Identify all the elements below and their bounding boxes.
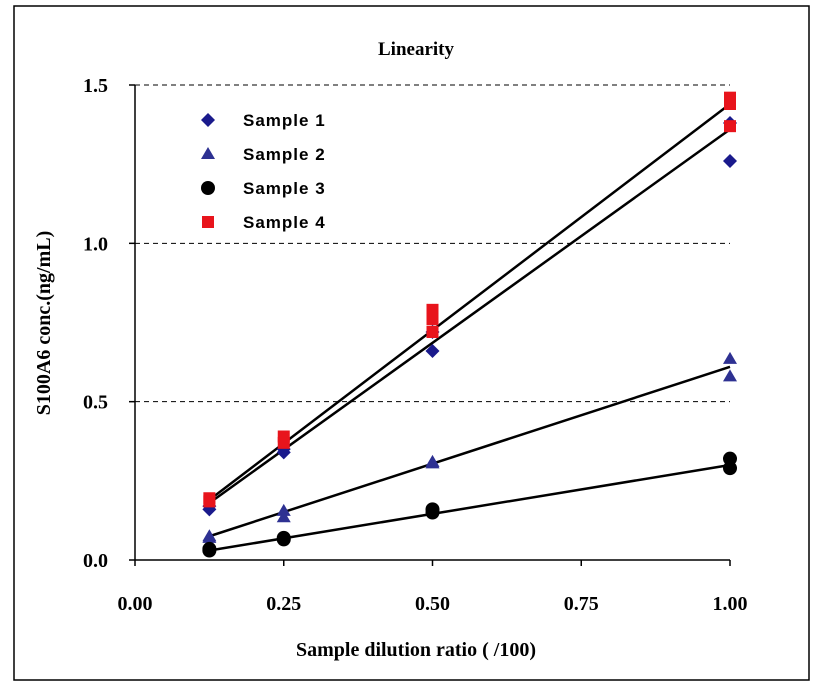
legend-marker-sample-4 [202, 216, 214, 228]
tick-labels: 0.0 0.5 1.0 1.5 0.00 0.25 0.50 0.75 1.00 [83, 75, 748, 615]
point-sample-3-1 [202, 543, 217, 558]
x-tick-label-2: 0.50 [415, 593, 450, 615]
data-points [202, 91, 737, 558]
point-sample-3-5 [425, 505, 440, 520]
legend-label-sample-4: Sample 4 [243, 213, 326, 232]
y-tick-label-1: 0.5 [83, 392, 108, 414]
x-tick-label-3: 0.75 [564, 593, 599, 615]
point-sample-4-9 [724, 120, 736, 133]
point-sample-2-5 [425, 456, 440, 469]
y-axis-label: S100A6 conc.(ng/mL) [33, 231, 55, 415]
legend-marker-sample-2 [201, 147, 215, 159]
point-sample-2-2 [276, 503, 291, 516]
point-sample-4-5 [426, 313, 439, 326]
point-sample-4-6 [426, 326, 439, 338]
point-sample-3-7 [723, 461, 737, 476]
gridlines [135, 84, 730, 403]
point-sample-4-4 [426, 303, 439, 316]
point-sample-2-1 [202, 530, 217, 543]
point-sample-2-7 [723, 369, 737, 382]
fit-line-sample-3 [209, 463, 731, 552]
legend-marker-sample-1 [201, 113, 215, 127]
point-sample-4-3 [277, 436, 290, 449]
x-tick-label-4: 1.00 [713, 593, 748, 615]
legend-marker-sample-3 [201, 181, 215, 195]
y-tick-label-3: 1.5 [83, 75, 108, 97]
chart-frame [13, 5, 810, 681]
legend-label-sample-1: Sample 1 [243, 111, 326, 130]
fit-line-sample-4 [208, 103, 731, 501]
fit-line-sample-2 [208, 365, 731, 538]
fit-lines [208, 103, 731, 552]
x-axis-label: Sample dilution ratio ( /100) [296, 639, 536, 661]
axes [129, 84, 731, 566]
point-sample-2-3 [276, 510, 291, 523]
fit-line-sample-1 [208, 128, 731, 505]
point-sample-4-8 [724, 98, 736, 110]
chart-title: Linearity [378, 39, 454, 60]
y-tick-label-2: 1.0 [83, 233, 108, 255]
point-sample-2-6 [723, 351, 737, 364]
y-tick-label-0: 0.0 [83, 550, 108, 572]
legend-label-sample-2: Sample 2 [243, 145, 326, 164]
point-sample-4-1 [203, 495, 216, 508]
legend: Sample 1 Sample 2 Sample 3 Sample 4 [201, 111, 326, 232]
legend-label-sample-3: Sample 3 [243, 179, 326, 198]
x-tick-label-0: 0.00 [118, 593, 153, 615]
point-sample-3-3 [276, 532, 291, 547]
point-sample-1-7 [723, 154, 737, 168]
x-tick-label-1: 0.25 [266, 593, 301, 615]
point-sample-1-5 [425, 344, 440, 358]
